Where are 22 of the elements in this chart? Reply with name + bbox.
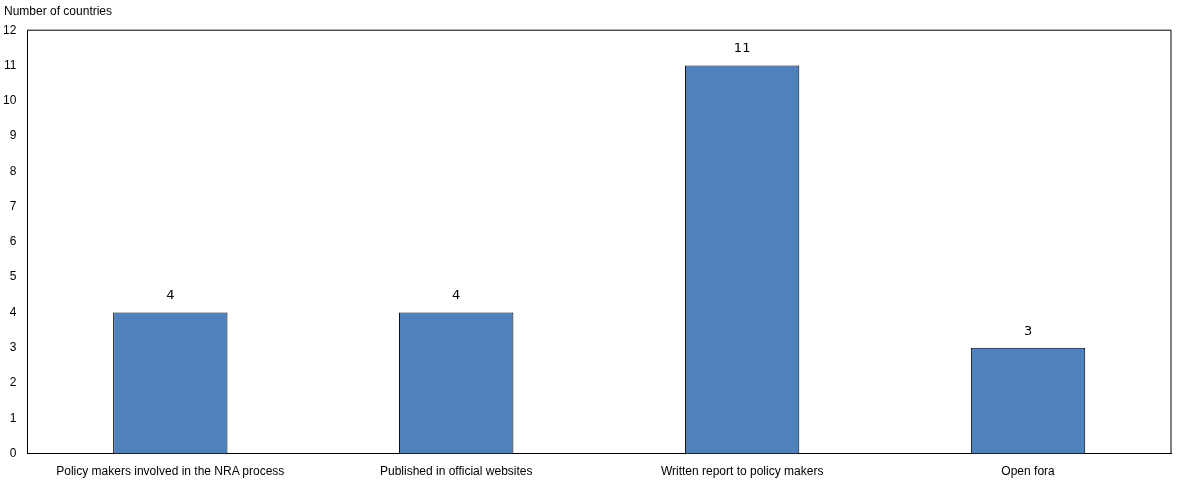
y-tick-label: 0 bbox=[9, 445, 17, 460]
y-tick-label: 3 bbox=[9, 340, 17, 355]
y-tick-label: 5 bbox=[9, 269, 17, 284]
y-tick-label: 10 bbox=[2, 93, 17, 108]
data-label: 3 bbox=[1023, 322, 1033, 338]
x-tick-label: Open fora bbox=[1001, 464, 1056, 479]
y-tick-label: 4 bbox=[9, 304, 17, 319]
y-tick-label: 12 bbox=[2, 22, 17, 37]
y-tick-label: 7 bbox=[9, 198, 17, 213]
data-label: 4 bbox=[166, 287, 175, 303]
y-tick-label: 8 bbox=[9, 163, 17, 178]
y-tick-label: 1 bbox=[9, 410, 17, 425]
y-tick-label: 9 bbox=[9, 128, 17, 143]
x-tick-label: Published in official websites bbox=[379, 464, 533, 479]
data-label: 4 bbox=[452, 287, 461, 303]
y-tick-label: 11 bbox=[3, 57, 17, 72]
x-tick-label: Written report to policy makers bbox=[660, 464, 824, 479]
y-tick-label: 6 bbox=[9, 234, 17, 249]
x-tick-label: Policy makers involved in the NRA process bbox=[56, 464, 285, 479]
y-tick-label: 2 bbox=[9, 375, 17, 390]
y-axis-title: Number of countries bbox=[4, 4, 113, 18]
data-label: 11 bbox=[733, 40, 751, 56]
